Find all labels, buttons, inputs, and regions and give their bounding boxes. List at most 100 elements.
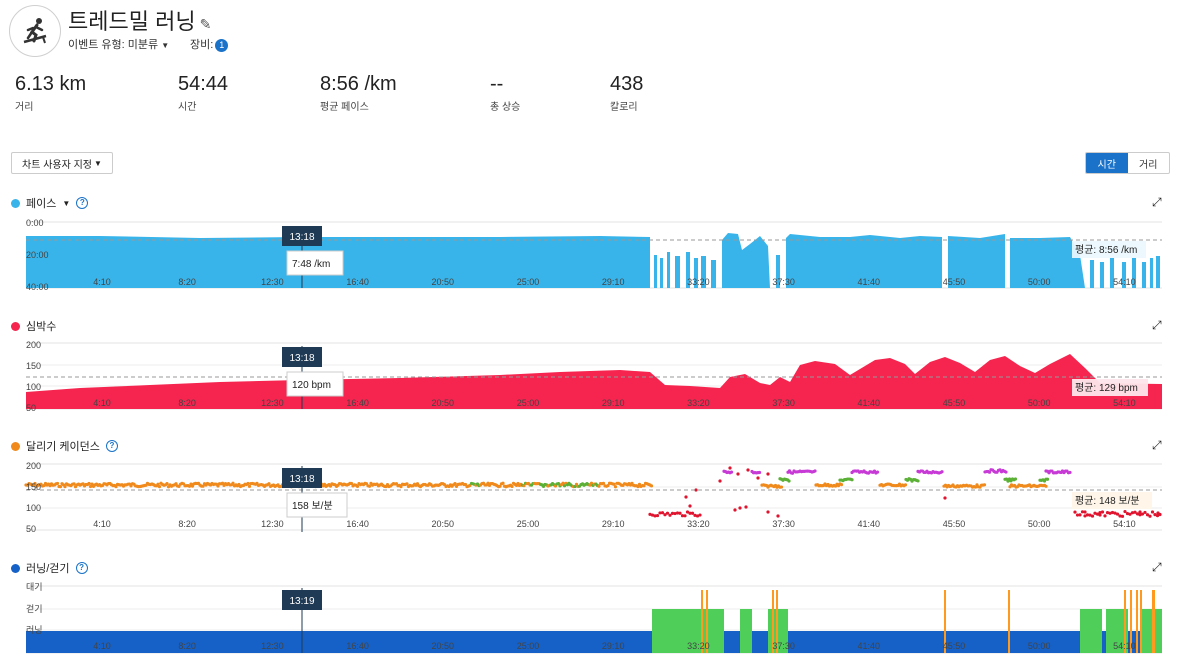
cadence-point <box>649 484 654 488</box>
stat-pace-value: 8:56 /km <box>320 73 397 95</box>
cadence-point <box>694 488 698 492</box>
cadence-point <box>190 484 195 488</box>
cadence-point <box>367 484 372 488</box>
avg-lines <box>26 239 1162 491</box>
help-icon[interactable]: ? <box>75 562 88 574</box>
customize-chart-button[interactable]: 차트 사용자 지정 ▼ <box>11 152 113 174</box>
x-tick-label: 16:40 <box>346 398 369 408</box>
cadence-point <box>943 496 947 500</box>
cadence-point <box>718 479 722 483</box>
cadence-point <box>693 513 697 517</box>
cadence-point <box>1078 513 1082 517</box>
expand-icon[interactable]: ⤢ <box>1152 560 1162 574</box>
activity-type-icon <box>9 5 61 57</box>
cadence-point <box>673 511 677 516</box>
cadence-point <box>1098 513 1102 517</box>
cadence-point <box>655 513 660 518</box>
x-tick-label: 54:10 <box>1113 277 1136 287</box>
activity-title[interactable]: 트레드밀 러닝 ✎ <box>68 4 211 36</box>
stat-ascent-label: 총 상승 <box>490 102 521 113</box>
expand-icon[interactable]: ⤢ <box>1152 438 1162 452</box>
x-tick-label: 29:10 <box>602 398 625 408</box>
pace-avg-label: 평균: 8:56 /km <box>1075 244 1137 256</box>
x-tick-label: 20:50 <box>432 519 455 529</box>
cadence-point <box>746 468 750 472</box>
xaxis-toggle[interactable]: 시간 거리 <box>1085 152 1170 174</box>
rw-y-tick: 러닝 <box>26 625 43 635</box>
caret-down-icon[interactable]: ▼ <box>62 198 71 208</box>
cadence-point <box>156 482 160 486</box>
cadence-point <box>1095 512 1100 516</box>
cadence-point <box>987 470 992 474</box>
hr-y-tick: 50 <box>26 403 36 413</box>
cadence-point <box>1045 477 1050 481</box>
expand-icon[interactable]: ⤢ <box>1152 195 1162 209</box>
cadence-point <box>1130 511 1135 515</box>
stat-time-label: 시간 <box>178 102 197 113</box>
pace-y-tick: 20:00 <box>26 250 49 260</box>
stat-distance-value: 6.13 km <box>15 73 87 95</box>
cadence-point <box>1125 511 1130 516</box>
event-type-selector[interactable]: 이벤트 유형: 미분류 ▼ <box>68 36 169 52</box>
cadence-point <box>1075 513 1080 517</box>
x-tick-label: 25:00 <box>517 641 540 651</box>
cadence-point <box>601 481 606 485</box>
distance-toggle-button[interactable]: 거리 <box>1139 159 1158 171</box>
cadence-point <box>1103 514 1107 518</box>
cadence-cursor-value: 158 보/분 <box>292 500 333 512</box>
y-axis-labels: 0:00 20:00 40:00 200 150 100 50 200 150 … <box>26 218 49 635</box>
cadence-point <box>729 470 734 474</box>
help-icon[interactable]: ? <box>76 197 89 209</box>
cadence-point <box>1083 510 1087 514</box>
edit-pencil-icon[interactable]: ✎ <box>199 16 212 32</box>
runwalk-legend-dot <box>11 563 20 573</box>
x-tick-label: 29:10 <box>602 519 625 529</box>
cadence-point <box>776 514 780 518</box>
x-tick-label: 37:30 <box>772 277 795 287</box>
cadence-point <box>267 482 271 486</box>
cadence-point <box>90 482 94 486</box>
cadence-point <box>165 481 169 486</box>
x-tick-label: 20:50 <box>432 398 455 408</box>
cadence-point <box>757 470 762 475</box>
cadence-point <box>1135 512 1140 516</box>
cadence-point <box>683 514 687 518</box>
cadence-point <box>453 481 457 486</box>
x-tick-label: 37:30 <box>772 398 795 408</box>
cadence-point <box>328 484 333 488</box>
cadence-point <box>561 481 565 485</box>
x-tick-label: 45:50 <box>943 277 966 287</box>
pace-chart-header: 페이스 ▼ ? <box>11 195 89 211</box>
cadence-point <box>787 479 791 483</box>
x-tick-label: 50:00 <box>1028 519 1051 529</box>
expand-icon[interactable]: ⤢ <box>1152 318 1162 332</box>
cadence-point <box>1120 514 1125 518</box>
customize-chart-label: 차트 사용자 지정 <box>22 159 93 171</box>
x-tick-label: 8:20 <box>178 277 196 287</box>
cadence-point <box>556 482 561 486</box>
cadence-avg-label: 평균: 148 보/분 <box>1075 495 1140 507</box>
hr-chart-title: 심박수 <box>26 321 57 333</box>
x-tick-label: 33:20 <box>687 641 710 651</box>
cadence-point <box>688 504 692 508</box>
cadence-point <box>1090 514 1095 518</box>
x-tick-label: 4:10 <box>93 519 111 529</box>
gear-info[interactable]: 장비: 1 <box>190 36 229 52</box>
cadence-point <box>1105 511 1110 515</box>
cadence-point <box>187 484 192 488</box>
help-icon[interactable]: ? <box>105 440 118 452</box>
time-toggle-button[interactable]: 시간 <box>1086 153 1128 173</box>
x-tick-label: 25:00 <box>517 398 540 408</box>
cadence-point <box>1138 510 1142 514</box>
event-type-value: 미분류 <box>127 39 159 51</box>
stat-calories-label: 칼로리 <box>610 102 638 113</box>
x-tick-label: 8:20 <box>178 398 196 408</box>
x-tick-label: 50:00 <box>1028 398 1051 408</box>
cadence-point <box>685 510 690 514</box>
cadence-point <box>1073 510 1077 514</box>
cadence-point <box>1138 513 1142 517</box>
cadence-point <box>766 510 770 514</box>
cadence-point <box>157 484 162 489</box>
cadence-point <box>690 511 695 515</box>
